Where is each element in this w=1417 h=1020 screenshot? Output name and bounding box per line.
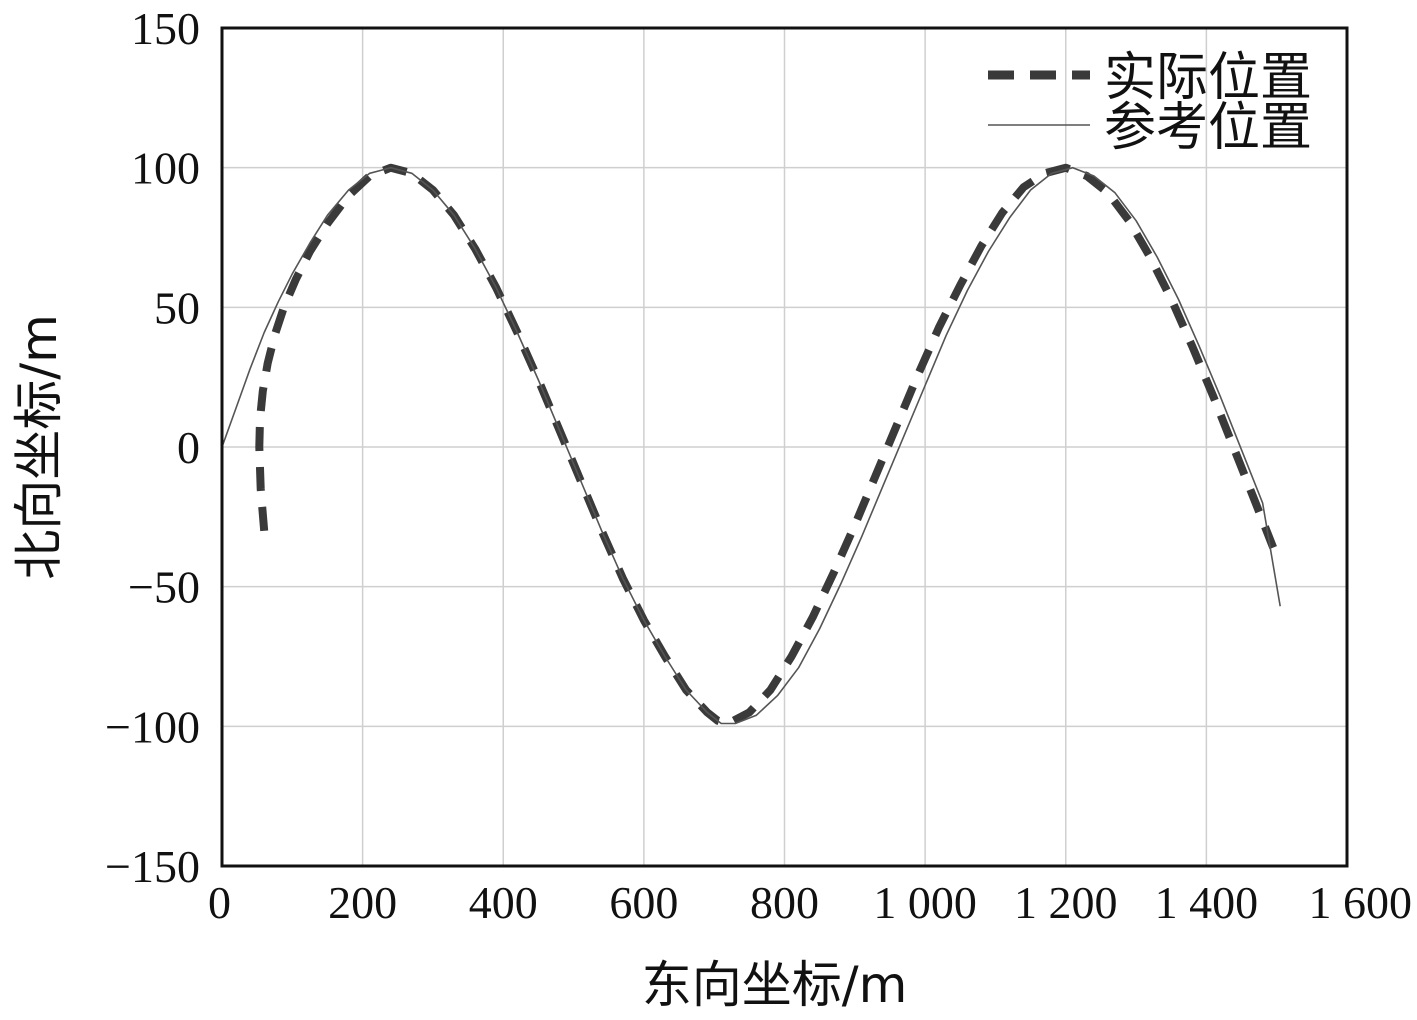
- y-tick-label: 100: [131, 143, 200, 194]
- x-tick-label: 200: [328, 877, 397, 928]
- series-lines: [221, 163, 1281, 728]
- x-tick-label: 0: [208, 877, 231, 928]
- y-tick-label: −100: [105, 701, 200, 752]
- reference-position-line: [221, 166, 1281, 725]
- y-tick-label: 50: [154, 282, 200, 333]
- x-tick-label: 1 400: [1155, 877, 1259, 928]
- y-tick-label: 0: [177, 422, 200, 473]
- x-tick-label: 1 000: [873, 877, 977, 928]
- x-tick-label: 600: [609, 877, 678, 928]
- legend-label-actual: 实际位置: [1104, 48, 1312, 108]
- y-tick-label: −50: [128, 562, 200, 613]
- plot-frame: [220, 26, 1349, 868]
- legend-label-reference: 参考位置: [1104, 98, 1312, 158]
- x-tick-labels: 0 200 400 600 800 1 000 1 200 1 400 1 600: [208, 877, 1412, 928]
- grid-lines: [222, 28, 1347, 866]
- legend: 实际位置 参考位置: [988, 48, 1312, 158]
- x-tick-label: 1 600: [1309, 877, 1413, 928]
- x-tick-label: 400: [469, 877, 538, 928]
- y-tick-label: 150: [131, 3, 200, 54]
- x-axis-title: 东向坐标/m: [642, 956, 908, 1014]
- y-tick-label: −150: [105, 841, 200, 892]
- y-axis-title: 北向坐标/m: [10, 314, 68, 580]
- y-tick-labels: 150 100 50 0 −50 −100 −150: [105, 3, 200, 892]
- x-tick-label: 1 200: [1014, 877, 1118, 928]
- x-tick-label: 800: [750, 877, 819, 928]
